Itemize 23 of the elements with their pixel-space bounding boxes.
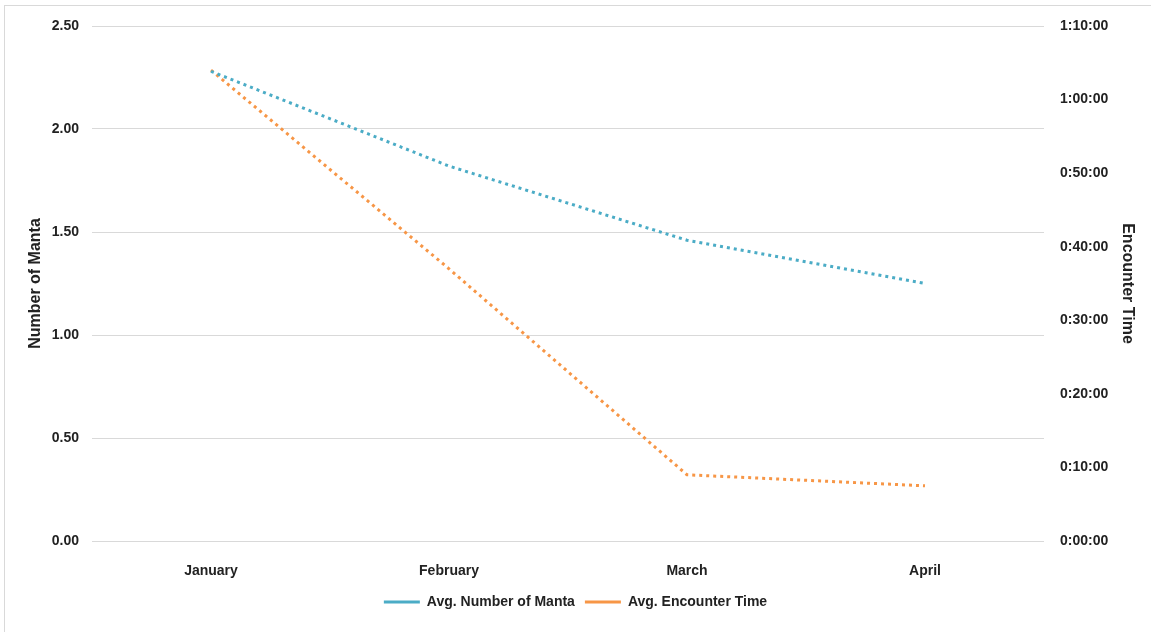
y-tick-label: 1.00 xyxy=(51,325,80,342)
y2-tick-label: 0:10:00 xyxy=(1060,458,1109,475)
y-tick-label: 2.00 xyxy=(51,119,80,136)
x-tick-label: January xyxy=(184,561,239,578)
y2-tick-label: 0:00:00 xyxy=(1060,531,1109,548)
y-axis-title: Number of Manta xyxy=(26,218,44,349)
x-tick-label: February xyxy=(419,561,480,578)
y2-tick-label: 1:00:00 xyxy=(1060,90,1109,107)
y-tick-label: 2.50 xyxy=(51,16,80,33)
x-tick-label: March xyxy=(666,561,708,578)
y2-axis-title: Encounter Time xyxy=(1119,223,1137,344)
y2-tick-label: 1:10:00 xyxy=(1060,16,1109,33)
y2-tick-label: 0:40:00 xyxy=(1060,237,1109,254)
line-series xyxy=(209,68,927,488)
y2-tick-label: 0:50:00 xyxy=(1060,164,1109,180)
legend-label: Avg. Number of Manta xyxy=(426,592,576,609)
legend-label: Avg. Encounter Time xyxy=(627,592,768,609)
y-tick-label: 0.00 xyxy=(51,531,80,548)
y2-tick-label: 0:20:00 xyxy=(1060,384,1109,401)
y-tick-label: 1.50 xyxy=(51,222,80,239)
y-tick-label: 0.50 xyxy=(51,428,80,445)
x-tick-label: April xyxy=(909,561,941,578)
y2-tick-label: 0:30:00 xyxy=(1060,311,1109,328)
